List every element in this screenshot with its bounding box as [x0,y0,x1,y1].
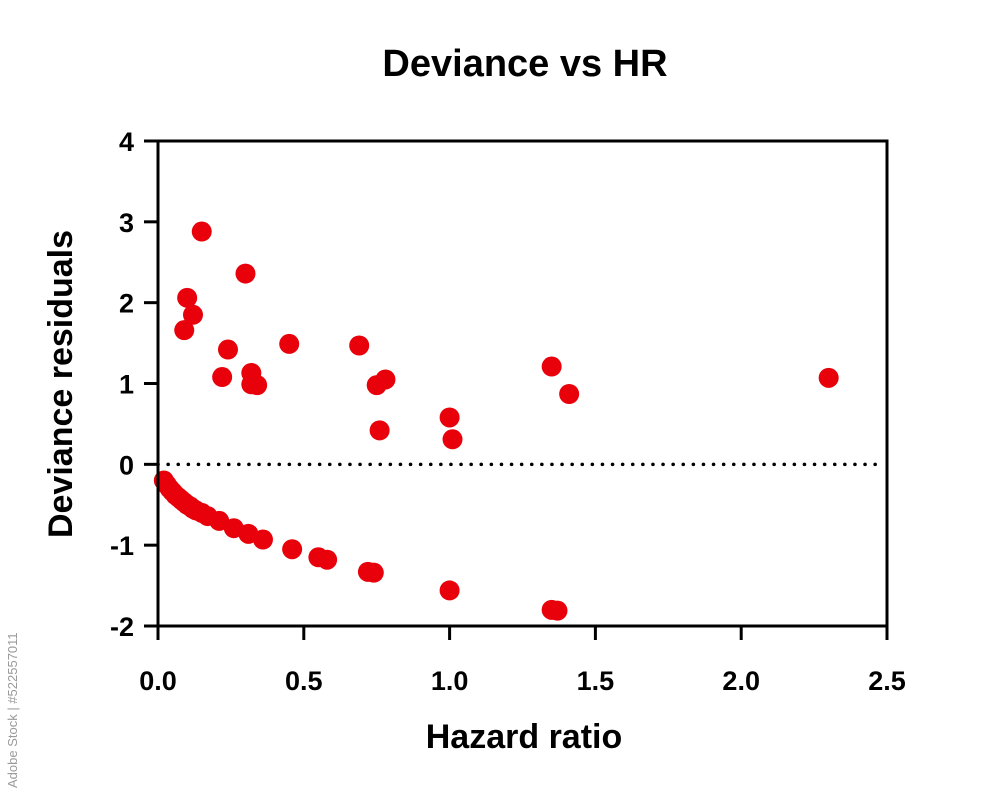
data-point [363,562,384,583]
data-point [547,600,568,621]
data-point [369,420,390,441]
x-ticks: 0.0 0.5 1.0 1.5 2.0 2.5 [139,626,906,696]
x-tick-label: 2.0 [722,666,760,696]
data-point [174,320,195,341]
data-point [442,429,463,450]
data-point [439,580,460,601]
data-point [559,384,580,405]
data-point [177,287,198,308]
data-point [317,549,338,570]
data-point [282,539,303,560]
y-ticks: -2 -1 0 1 2 3 4 [110,127,158,642]
x-tick-label: 0.0 [139,666,177,696]
y-axis-title: Deviance residuals [42,230,80,538]
y-tick-label: -1 [110,531,134,561]
y-tick-label: 2 [119,289,134,319]
data-point [818,367,839,388]
x-tick-label: 0.5 [285,666,323,696]
data-point [375,369,396,390]
data-point [349,335,370,356]
y-tick-label: -2 [110,612,134,642]
data-point [279,333,300,354]
y-tick-label: 1 [119,370,134,400]
watermark-text: Adobe Stock | #522557011 [5,632,20,788]
data-point [252,529,273,550]
x-axis-title: Hazard ratio [426,718,623,756]
data-point [182,304,203,325]
data-point [541,356,562,377]
chart-title: Deviance vs HR [382,43,667,85]
data-point [217,339,238,360]
x-tick-label: 1.0 [431,666,469,696]
y-tick-label: 0 [119,450,134,480]
y-tick-label: 3 [119,208,134,238]
y-tick-label: 4 [119,127,134,157]
data-points [153,221,839,621]
watermark-stamp: Adobe Stock | #522557011 [5,632,20,788]
data-point [439,407,460,428]
data-point [212,367,233,388]
x-tick-label: 2.5 [868,666,906,696]
data-point [235,263,256,284]
data-point [191,221,212,242]
data-point [247,375,268,396]
x-tick-label: 1.5 [577,666,615,696]
